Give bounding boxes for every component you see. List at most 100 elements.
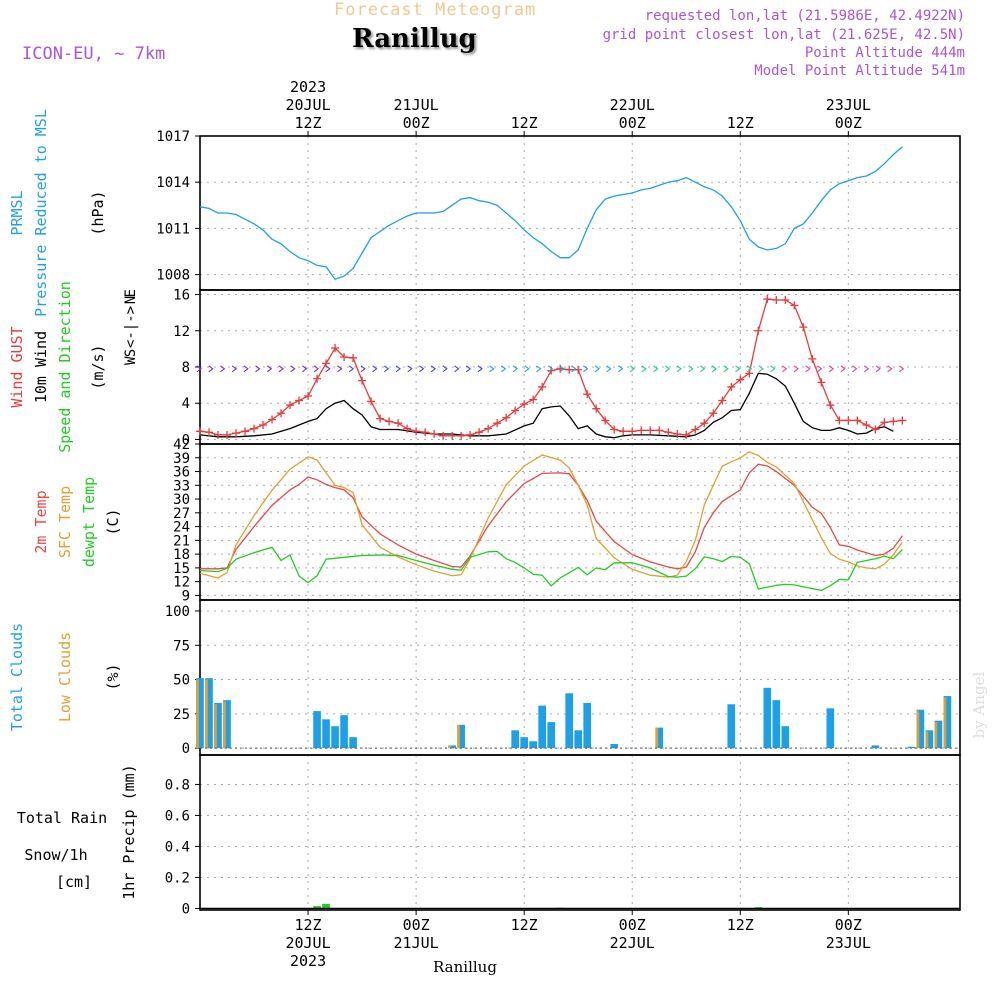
wind-gust-marker <box>529 395 538 404</box>
wind-direction-arrow <box>477 365 483 373</box>
wind-gust-marker <box>349 353 358 362</box>
low-cloud-bar <box>223 701 226 749</box>
wind-direction-arrow <box>383 365 390 373</box>
total-cloud-bar <box>223 700 231 749</box>
y-tick-label: 30 <box>173 492 190 508</box>
low-cloud-bar <box>916 711 920 749</box>
wind-direction-arrow <box>899 365 905 373</box>
wind-10m-label: 10m Wind <box>32 331 50 403</box>
chart-title: Ranillug <box>352 24 477 54</box>
wind-direction-arrow <box>524 365 530 373</box>
wind-gust-marker <box>223 430 232 439</box>
total-cloud-bar <box>565 693 574 749</box>
wind-direction-arrow <box>395 365 401 373</box>
y-tick-label: 0.4 <box>165 839 190 855</box>
y-tick-label: 100 <box>165 604 190 620</box>
precip-unit-label: 1hr Precip (mm) <box>120 764 138 899</box>
wind-direction-arrow <box>512 365 518 373</box>
grid-point-coords: grid point closest lon,lat (21.625E, 42.… <box>602 27 965 43</box>
wind-direction-arrow <box>407 365 413 373</box>
wind-direction-arrow <box>501 365 507 373</box>
low-cloud-bar <box>655 727 659 749</box>
wind-gust-marker <box>439 431 448 440</box>
y-tick-label: 16 <box>173 288 190 304</box>
wind-gust-marker <box>736 375 745 384</box>
y-tick-label: 1011 <box>156 221 190 237</box>
wind-gust-marker <box>448 431 457 440</box>
x-tick-label-bottom: 00Z <box>619 916 646 934</box>
wind-gust-marker <box>871 425 880 434</box>
temperature-panel-frame <box>199 443 961 601</box>
wind-direction-arrow <box>817 365 823 373</box>
wind-direction-arrow <box>255 365 261 373</box>
wind-direction-arrow <box>664 365 671 373</box>
total-cloud-bar <box>340 715 348 749</box>
wind-gust-marker <box>754 326 763 335</box>
wind-direction-arrow <box>653 365 659 373</box>
wind-gust-marker <box>655 426 664 435</box>
total-cloud-bar <box>538 705 547 749</box>
x-tick-label-top: 21JUL <box>394 96 439 114</box>
y-tick-label: 0.6 <box>165 808 190 824</box>
pressure-unit-label: (hPa) <box>89 190 107 235</box>
wind-gust-marker <box>862 420 871 429</box>
x-tick-label-bottom: 20JUL <box>285 934 330 952</box>
model-altitude: Model Point Altitude 541m <box>754 63 965 79</box>
requested-coords: requested lon,lat (21.5986E, 42.4922N) <box>644 8 965 24</box>
wind-direction-arrow <box>571 365 577 373</box>
wind-direction-arrow <box>489 365 495 373</box>
wind-direction-arrow <box>875 365 881 373</box>
wind-direction-arrow <box>430 365 437 373</box>
total-cloud-bar <box>574 730 583 749</box>
total-cloud-bar <box>610 744 619 749</box>
y-tick-label: 0 <box>182 901 190 917</box>
temperature-series-line-0 <box>200 463 903 570</box>
x-tick-label-bottom: 23JUL <box>826 934 871 952</box>
wind-gust-marker <box>700 419 709 428</box>
x-tick-label-top: 20JUL <box>285 96 330 114</box>
low-cloud-bar <box>448 745 451 749</box>
y-tick-label: 9 <box>182 588 190 604</box>
compass-north: N <box>123 296 139 304</box>
wind-gust-marker <box>601 416 610 425</box>
total-cloud-bar <box>772 700 781 749</box>
wind-gust-marker <box>457 431 466 440</box>
total-cloud-bar <box>934 720 943 749</box>
wind-gust-marker <box>853 416 862 425</box>
wind-direction-arrow <box>325 365 331 373</box>
low-cloud-label: Low Clouds <box>56 632 74 722</box>
total-cloud-bar <box>349 737 357 749</box>
y-tick-label: 1008 <box>156 268 190 284</box>
total-cloud-bar <box>520 737 528 749</box>
wind-direction-arrow <box>278 365 284 373</box>
wind-gust-marker <box>664 428 673 437</box>
y-tick-label: 0 <box>182 432 190 448</box>
wind-direction-arrow <box>266 365 273 373</box>
wind-gust-marker <box>430 430 439 439</box>
wind-direction-arrow <box>676 365 682 373</box>
x-tick-label-bottom: 12Z <box>727 916 754 934</box>
wind-direction-arrow <box>536 365 542 373</box>
wind-direction-arrow <box>805 365 811 373</box>
wind-gust-marker <box>610 425 619 434</box>
total-cloud-bar <box>529 741 538 749</box>
total-cloud-bar <box>547 722 556 749</box>
temperature-series-line-1 <box>199 451 903 579</box>
total-cloud-bar <box>583 702 592 749</box>
wind-direction-arrow <box>629 365 636 373</box>
x-tick-label-bottom: 2023 <box>290 952 326 970</box>
y-tick-label: 1017 <box>156 129 190 145</box>
wind-direction-arrow <box>360 365 366 373</box>
dewpt-label: dewpt Temp <box>80 477 98 567</box>
wind-gust-marker <box>394 419 403 428</box>
wind-gust-marker <box>583 390 592 399</box>
y-tick-label: 24 <box>173 520 190 536</box>
wind-direction-arrow <box>840 365 846 373</box>
x-tick-label-bottom: 12Z <box>295 916 322 934</box>
wind-direction-arrow <box>700 365 706 373</box>
wind-gust-marker <box>772 295 781 304</box>
total-cloud-bar <box>205 678 213 749</box>
y-tick-label: 50 <box>173 673 190 689</box>
wind-direction-arrow <box>606 365 612 373</box>
footer-location: Ranillug <box>433 958 497 976</box>
